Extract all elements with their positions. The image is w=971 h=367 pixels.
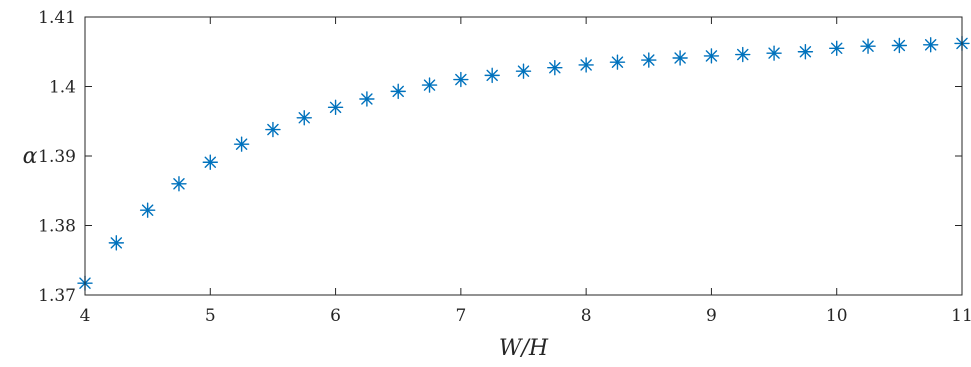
x-tick-label: 10 [826, 306, 848, 326]
plot-frame [84, 16, 963, 296]
data-point [421, 77, 438, 93]
data-point [891, 37, 908, 54]
x-tick-label: 6 [330, 306, 341, 326]
x-tick-label: 7 [455, 306, 466, 326]
data-point [139, 202, 156, 218]
data-point [735, 46, 751, 63]
data-point [860, 38, 876, 54]
x-tick-label: 9 [706, 306, 717, 326]
data-point [797, 44, 814, 60]
data-point [296, 110, 312, 126]
x-tick-label: 8 [581, 306, 592, 326]
data-point [108, 235, 125, 251]
y-tick-label: 1.41 [38, 8, 76, 28]
x-axis-label: W/H [499, 336, 549, 361]
x-tick-label: 5 [205, 306, 216, 326]
y-tick-label: 1.38 [38, 217, 76, 237]
data-point [829, 40, 845, 56]
data-point [233, 136, 250, 152]
data-point [359, 91, 375, 107]
y-tick-label: 1.4 [49, 78, 76, 98]
data-point [578, 57, 594, 73]
data-point [547, 60, 563, 76]
data-point [703, 48, 720, 64]
y-tick-label: 1.39 [38, 147, 76, 167]
y-axis-label: α [23, 144, 38, 169]
data-point [327, 99, 344, 116]
x-tick-label: 4 [80, 306, 91, 326]
ticks-layer: 4 5 6 7 8 9 10 11 1.37 1.38 1.39 1.4 1.41 [38, 8, 971, 326]
data-point [202, 154, 218, 170]
data-point [672, 50, 688, 66]
data-point [766, 45, 782, 61]
data-point [609, 54, 626, 70]
data-point [265, 121, 281, 138]
data-point [484, 67, 500, 84]
data-point [922, 37, 939, 53]
x-tick-label: 11 [951, 306, 971, 326]
data-point [453, 71, 469, 88]
data-point [390, 83, 406, 100]
data-point [641, 52, 657, 68]
data-point [171, 176, 187, 192]
marks-layer [77, 35, 970, 291]
data-point [515, 63, 532, 79]
y-tick-label: 1.37 [38, 286, 76, 306]
